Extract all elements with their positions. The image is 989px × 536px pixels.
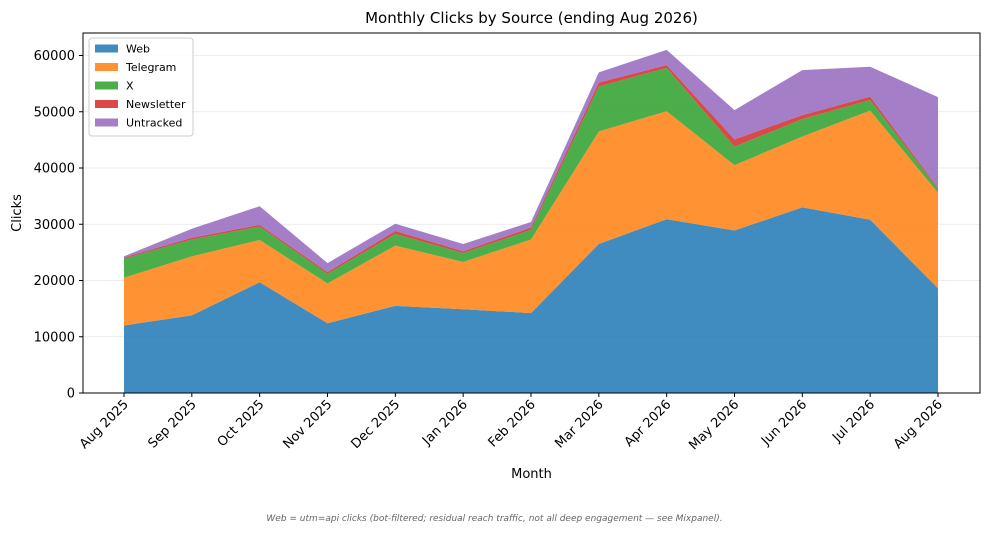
footnote: Web = utm=api clicks (bot-filtered; resi… bbox=[266, 514, 723, 524]
legend-label: Web bbox=[126, 43, 150, 56]
y-tick-label: 20000 bbox=[34, 274, 75, 289]
legend-swatch bbox=[95, 100, 118, 108]
legend-swatch bbox=[95, 81, 118, 90]
y-tick-label: 60000 bbox=[34, 49, 75, 64]
legend-swatch bbox=[95, 63, 118, 71]
chart-title: Monthly Clicks by Source (ending Aug 202… bbox=[365, 9, 698, 27]
y-axis-ticks: 0 10000 20000 30000 40000 50000 60000 bbox=[34, 49, 83, 402]
y-tick-label: 30000 bbox=[34, 218, 75, 233]
x-axis-label: Month bbox=[511, 467, 552, 482]
legend: Web Telegram X Newsletter Untracked bbox=[88, 37, 194, 137]
legend-swatch bbox=[95, 44, 118, 53]
legend-swatch bbox=[95, 118, 118, 127]
area-layers bbox=[124, 49, 938, 393]
y-tick-label: 10000 bbox=[34, 330, 75, 345]
area-web bbox=[124, 207, 938, 393]
area-telegram bbox=[124, 110, 938, 326]
legend-label: X bbox=[126, 80, 134, 93]
legend-label: Untracked bbox=[126, 117, 182, 130]
y-tick-label: 50000 bbox=[34, 105, 75, 120]
legend-label: Telegram bbox=[125, 61, 176, 74]
y-axis-label: Clicks bbox=[10, 194, 25, 232]
y-tick-label: 40000 bbox=[34, 162, 75, 177]
legend-box bbox=[88, 37, 194, 137]
y-tick-label: 0 bbox=[67, 387, 75, 402]
area-untracked bbox=[124, 49, 938, 273]
legend-label: Newsletter bbox=[126, 98, 186, 111]
